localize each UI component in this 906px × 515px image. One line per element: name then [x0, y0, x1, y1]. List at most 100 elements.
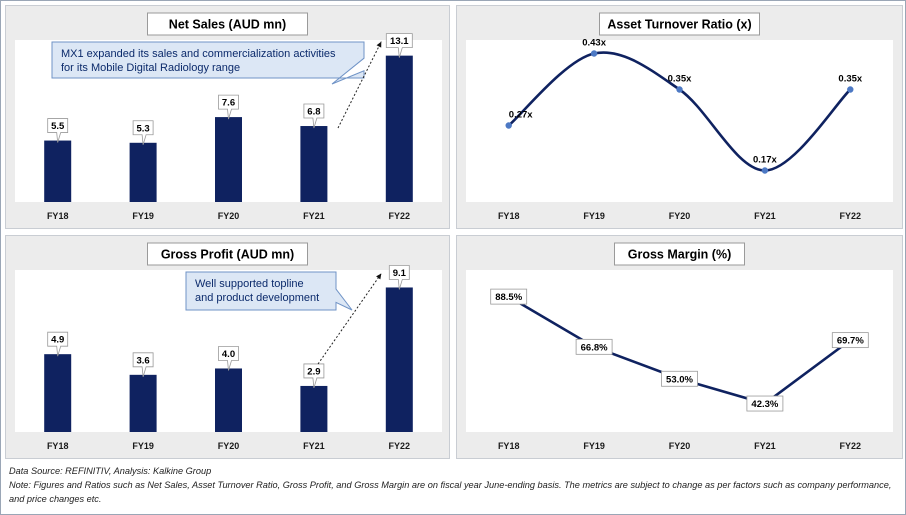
- x-tick-label-fy19: FY19: [583, 441, 605, 451]
- chart-svg: Net Sales (AUD mn) FY18 FY19 FY20 FY21 FY22 5.…: [15, 12, 442, 221]
- svg-text:6.8: 6.8: [307, 107, 320, 118]
- svg-text:2.9: 2.9: [307, 366, 320, 377]
- chart-title: Net Sales (AUD mn): [169, 18, 286, 32]
- chart-title: Asset Turnover Ratio (x): [607, 18, 751, 32]
- data-label-fy22: 13.1: [385, 33, 413, 58]
- gross-profit-chart: Gross Profit (AUD mn) FY18 FY19 FY20 FY21 FY2…: [5, 235, 450, 459]
- point-fy18: [505, 122, 512, 129]
- x-tick-label-fy18: FY18: [47, 211, 69, 221]
- chart-title: Gross Margin (%): [628, 248, 732, 262]
- data-label-fy20: 53.0%: [661, 370, 698, 387]
- annotation-arrow: [317, 273, 382, 365]
- data-label-fy19: 0.43x: [582, 38, 606, 49]
- x-tick-label-fy19: FY19: [132, 211, 154, 221]
- point-fy19: [590, 50, 598, 57]
- bar-fy22: [385, 55, 413, 202]
- x-tick-label-fy21: FY21: [754, 441, 776, 451]
- data-label-fy20: 0.35x: [668, 74, 692, 85]
- svg-text:4.0: 4.0: [222, 349, 235, 360]
- point-fy22: [847, 86, 854, 93]
- data-label-fy18: 5.5: [47, 118, 69, 143]
- bar-fy18: [44, 354, 72, 432]
- chart-title-box: [599, 12, 760, 36]
- point-fy20: [676, 86, 683, 93]
- x-tick-label-fy18: FY18: [47, 441, 69, 451]
- svg-text:13.1: 13.1: [390, 36, 409, 47]
- bar-fy21: [300, 126, 328, 202]
- chart-title: Gross Profit (AUD mn): [161, 248, 294, 262]
- x-tick-label-fy22: FY22: [840, 441, 862, 451]
- footnotes: Data Source: REFINITIV, Analysis: Kalkin…: [9, 464, 899, 506]
- x-tick-label-fy21: FY21: [754, 211, 776, 221]
- annotation-line-1: MX1 expanded its sales and commercializa…: [61, 48, 336, 60]
- data-label-fy18: 4.9: [47, 331, 69, 357]
- x-tick-label-fy21: FY21: [303, 211, 325, 221]
- plot-area: [466, 270, 893, 432]
- data-label-fy21: 6.8: [303, 103, 325, 129]
- bar-fy19: [129, 142, 157, 202]
- chart-svg: Asset Turnover Ratio (x) FY18 FY19 FY20 FY21…: [466, 12, 893, 221]
- data-label-fy21: 42.3%: [746, 395, 784, 412]
- x-tick-label-fy19: FY19: [583, 211, 605, 221]
- chart-svg: Gross Margin (%) FY18 FY19 FY20 FY21 FY22 88.5…: [466, 242, 893, 451]
- annotation-line-2: and product development: [195, 292, 319, 304]
- annotation-callout: Well supported topline and product develo…: [185, 271, 353, 311]
- data-label-fy22: 69.7%: [831, 332, 869, 349]
- annotation-arrowhead: [376, 273, 382, 280]
- annotation-arrow: [337, 41, 382, 129]
- bar-fy18: [44, 140, 72, 202]
- data-label-fy21: 2.9: [303, 363, 325, 389]
- annotation-arrowhead: [376, 41, 382, 48]
- series-line: [507, 51, 852, 172]
- x-tick-label-fy22: FY22: [389, 441, 411, 451]
- annotation-callout: MX1 expanded its sales and commercializa…: [51, 41, 365, 85]
- bar-fy19: [129, 374, 157, 432]
- data-label-fy20: 4.0: [218, 346, 239, 371]
- data-label-fy18: 88.5%: [490, 288, 528, 305]
- data-source-note: Data Source: REFINITIV, Analysis: Kalkin…: [9, 466, 212, 476]
- x-tick-label-fy19: FY19: [132, 441, 154, 451]
- x-tick-label-fy18: FY18: [498, 441, 520, 451]
- bar-fy20: [215, 117, 242, 202]
- net-sales-chart: Net Sales (AUD mn) FY18 FY19 FY20 FY21 FY22 5.…: [5, 5, 450, 229]
- data-label-fy21: 0.17x: [753, 155, 777, 166]
- asset-turnover-chart: Asset Turnover Ratio (x) FY18 FY19 FY20 FY21…: [456, 5, 903, 229]
- data-label-fy22: 9.1: [388, 265, 410, 290]
- svg-text:3.6: 3.6: [136, 355, 149, 366]
- annotation-line-2: for its Mobile Digital Radiology range: [61, 62, 240, 74]
- svg-text:9.1: 9.1: [393, 268, 407, 279]
- bar-fy20: [215, 368, 242, 432]
- plot-area: [466, 40, 893, 202]
- data-label-fy18: 0.27x: [509, 110, 533, 121]
- svg-text:42.3%: 42.3%: [751, 399, 778, 410]
- data-label-fy19: 66.8%: [575, 338, 613, 355]
- data-label-fy20: 7.6: [218, 94, 239, 120]
- data-label-fy19: 3.6: [132, 352, 154, 377]
- chart-title-box: [614, 242, 745, 266]
- x-tick-label-fy20: FY20: [669, 441, 691, 451]
- disclaimer-note: Note: Figures and Ratios such as Net Sal…: [9, 480, 892, 504]
- svg-text:7.6: 7.6: [222, 98, 235, 109]
- x-tick-label-fy21: FY21: [303, 441, 325, 451]
- bar-fy21: [300, 385, 328, 432]
- x-tick-label-fy18: FY18: [498, 211, 520, 221]
- x-tick-label-fy20: FY20: [218, 211, 240, 221]
- chart-svg: Gross Profit (AUD mn) FY18 FY19 FY20 FY21 FY2…: [15, 242, 442, 451]
- data-label-fy22: 0.35x: [838, 74, 862, 85]
- x-tick-label-fy22: FY22: [389, 211, 411, 221]
- bar-fy22: [385, 287, 413, 432]
- data-label-fy19: 5.3: [132, 120, 154, 145]
- svg-text:5.3: 5.3: [136, 123, 149, 134]
- annotation-line-1: Well supported topline: [195, 278, 304, 290]
- svg-text:88.5%: 88.5%: [495, 292, 522, 303]
- svg-text:4.9: 4.9: [51, 335, 64, 346]
- x-tick-label-fy22: FY22: [840, 211, 862, 221]
- svg-text:69.7%: 69.7%: [837, 336, 864, 347]
- point-fy21: [761, 167, 769, 174]
- chart-title-box: [147, 12, 308, 36]
- svg-text:53.0%: 53.0%: [666, 374, 693, 385]
- svg-text:66.8%: 66.8%: [581, 342, 608, 353]
- x-tick-label-fy20: FY20: [218, 441, 240, 451]
- chart-title-box: [147, 242, 308, 266]
